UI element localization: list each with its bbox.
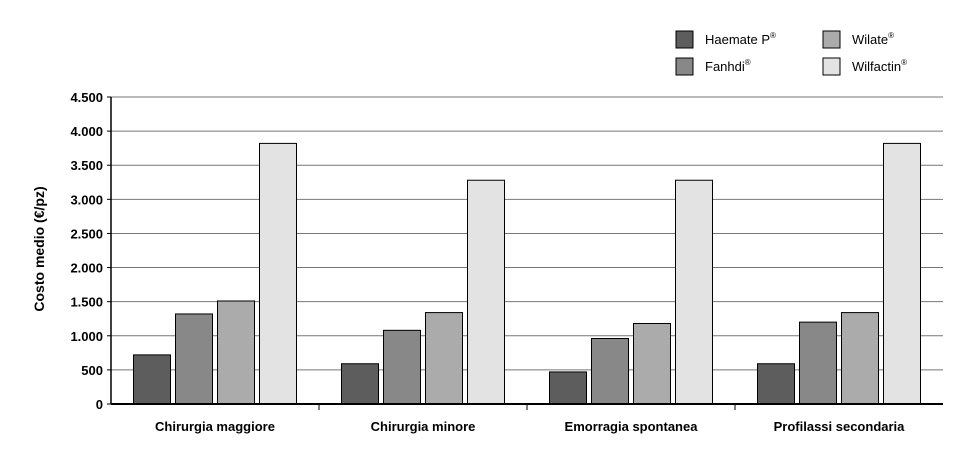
y-tick-label: 3.000 [70, 192, 103, 207]
y-tick-labels: 0 500 1.000 1.500 2.000 2.500 3.000 3.500 4.000 4… [70, 90, 103, 412]
bar-wilfactin [883, 142, 921, 405]
legend-swatch [822, 30, 841, 49]
bar-wilfactin [467, 179, 505, 405]
bar-wilate [633, 322, 671, 405]
legend-swatch [822, 57, 841, 76]
legend-swatch [675, 57, 694, 76]
category-label: Chirurgia maggiore [155, 419, 275, 434]
category-label: Profilassi secondaria [774, 419, 906, 434]
bar-fanhdi [591, 338, 629, 405]
y-tick-label: 2.500 [70, 226, 103, 241]
y-tick-label: 2.000 [70, 261, 103, 276]
bar-wilfactin [675, 179, 713, 405]
bar-wilfactin [259, 142, 297, 405]
bar-wilate [841, 312, 879, 405]
bar-haemate-p [757, 363, 795, 405]
legend-label: Wilfactin® [852, 58, 907, 74]
y-tick-label: 4.500 [70, 90, 103, 105]
category-label: Emorragia spontanea [565, 419, 699, 434]
bar-haemate-p [341, 363, 379, 405]
y-tick-label: 3.500 [70, 158, 103, 173]
y-tick-label: 500 [81, 363, 103, 378]
legend-label: Fanhdi® [705, 58, 751, 74]
legend: Haemate P® Fanhdi® Wilate® Wilfactin® [675, 30, 907, 76]
category-labels: Chirurgia maggiore Chirurgia minore Emorra… [155, 419, 905, 434]
bar-haemate-p [549, 371, 587, 405]
bar-haemate-p [133, 354, 171, 405]
axes [107, 96, 943, 410]
bar-fanhdi [799, 321, 837, 405]
bar-fanhdi [383, 329, 421, 405]
legend-label: Wilate® [852, 31, 894, 47]
bar-wilate [217, 300, 255, 405]
legend-label: Haemate P® [705, 31, 776, 47]
y-tick-label: 1.500 [70, 295, 103, 310]
category-label: Chirurgia minore [371, 419, 476, 434]
bar-fanhdi [175, 313, 213, 405]
bar-wilate [425, 312, 463, 405]
legend-swatch [675, 30, 694, 49]
y-tick-label: 4.000 [70, 124, 103, 139]
bars [133, 142, 921, 405]
y-axis-title: Costo medio (€/pz) [31, 186, 47, 311]
y-tick-label: 0 [96, 397, 103, 412]
y-tick-label: 1.000 [70, 329, 103, 344]
